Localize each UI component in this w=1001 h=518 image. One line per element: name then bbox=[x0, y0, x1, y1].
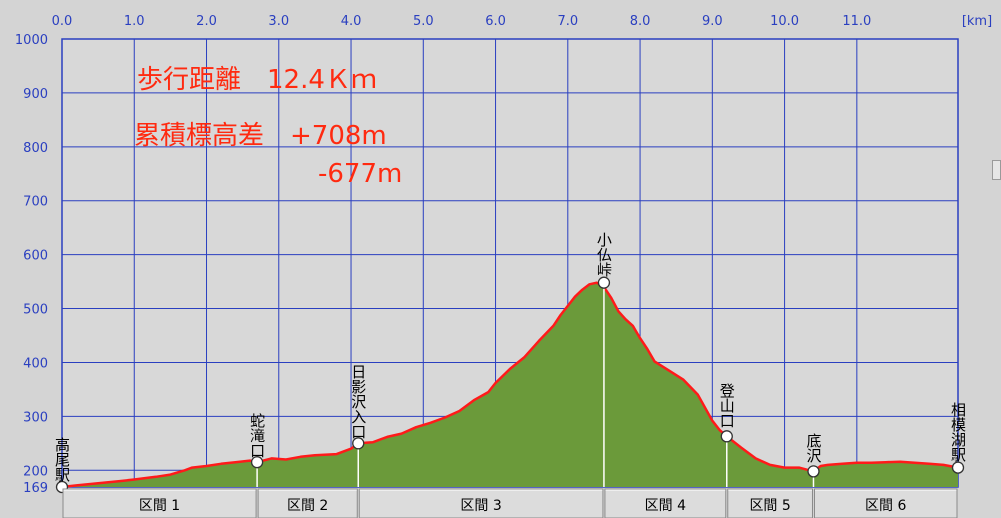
section-label: 区間 5 bbox=[749, 498, 790, 514]
x-tick-label: 0.0 bbox=[52, 14, 73, 29]
section-cell bbox=[257, 488, 358, 518]
y-tick-label: 600 bbox=[23, 249, 48, 264]
y-tick-label: 1000 bbox=[15, 33, 48, 48]
walking-distance-annotation: 歩行距離 12.4Ｋｍ bbox=[137, 65, 377, 95]
elevation-loss-annotation: -677m bbox=[318, 159, 402, 189]
section-label: 区間 2 bbox=[287, 498, 328, 514]
section-label: 区間 4 bbox=[645, 498, 686, 514]
section-cell bbox=[727, 488, 813, 518]
y-tick-label: 200 bbox=[23, 464, 48, 479]
x-tick-label: 8.0 bbox=[630, 14, 651, 29]
x-tick-label: 7.0 bbox=[557, 14, 578, 29]
x-tick-label: 2.0 bbox=[196, 14, 217, 29]
waypoint-label: 蛇滝口 bbox=[248, 413, 266, 458]
y-tick-label: 900 bbox=[23, 87, 48, 102]
scroll-handle[interactable] bbox=[992, 160, 1001, 180]
y-tick-label: 700 bbox=[23, 195, 48, 210]
waypoint-marker bbox=[951, 461, 965, 474]
waypoint-label: 日影沢入口 bbox=[349, 364, 367, 439]
elevation-gain-annotation: 累積標高差 +708m bbox=[134, 121, 387, 151]
waypoint-label: 相模湖駅 bbox=[949, 402, 967, 462]
x-tick-label: 10.0 bbox=[770, 14, 799, 29]
section-cell bbox=[604, 488, 727, 518]
y-tick-label: 400 bbox=[23, 356, 48, 371]
x-tick-label: 1.0 bbox=[124, 14, 145, 29]
y-tick-label: 500 bbox=[23, 303, 48, 318]
waypoint-marker bbox=[720, 430, 733, 443]
section-cell bbox=[813, 488, 958, 518]
section-label: 区間 1 bbox=[139, 498, 180, 514]
waypoint-marker bbox=[352, 437, 365, 450]
y-tick-label: 800 bbox=[23, 141, 48, 156]
x-unit-label: [km] bbox=[962, 14, 992, 29]
waypoint-marker bbox=[250, 456, 264, 469]
elevation-area bbox=[62, 282, 958, 487]
section-label: 区間 6 bbox=[865, 498, 906, 514]
x-tick-label: 11.0 bbox=[842, 14, 871, 29]
x-tick-label: 6.0 bbox=[485, 14, 506, 29]
waypoint-marker bbox=[597, 276, 611, 289]
x-tick-label: 3.0 bbox=[268, 14, 289, 29]
elevation-line bbox=[61, 281, 959, 489]
waypoint-label: 小仏峠 bbox=[595, 232, 613, 277]
waypoint-label: 高尾駅 bbox=[53, 437, 71, 482]
waypoint-label: 底沢 bbox=[804, 433, 822, 463]
section-cell bbox=[358, 488, 604, 518]
x-tick-label: 9.0 bbox=[702, 14, 723, 29]
waypoint-marker bbox=[807, 465, 820, 478]
x-tick-label: 4.0 bbox=[341, 14, 362, 29]
x-tick-label: 5.0 bbox=[413, 14, 434, 29]
section-cell bbox=[62, 488, 257, 518]
section-label: 区間 3 bbox=[460, 498, 501, 514]
waypoint-label: 登山口 bbox=[718, 383, 736, 428]
y-tick-label: 300 bbox=[23, 410, 48, 425]
y-min-label: 169 bbox=[23, 481, 48, 496]
